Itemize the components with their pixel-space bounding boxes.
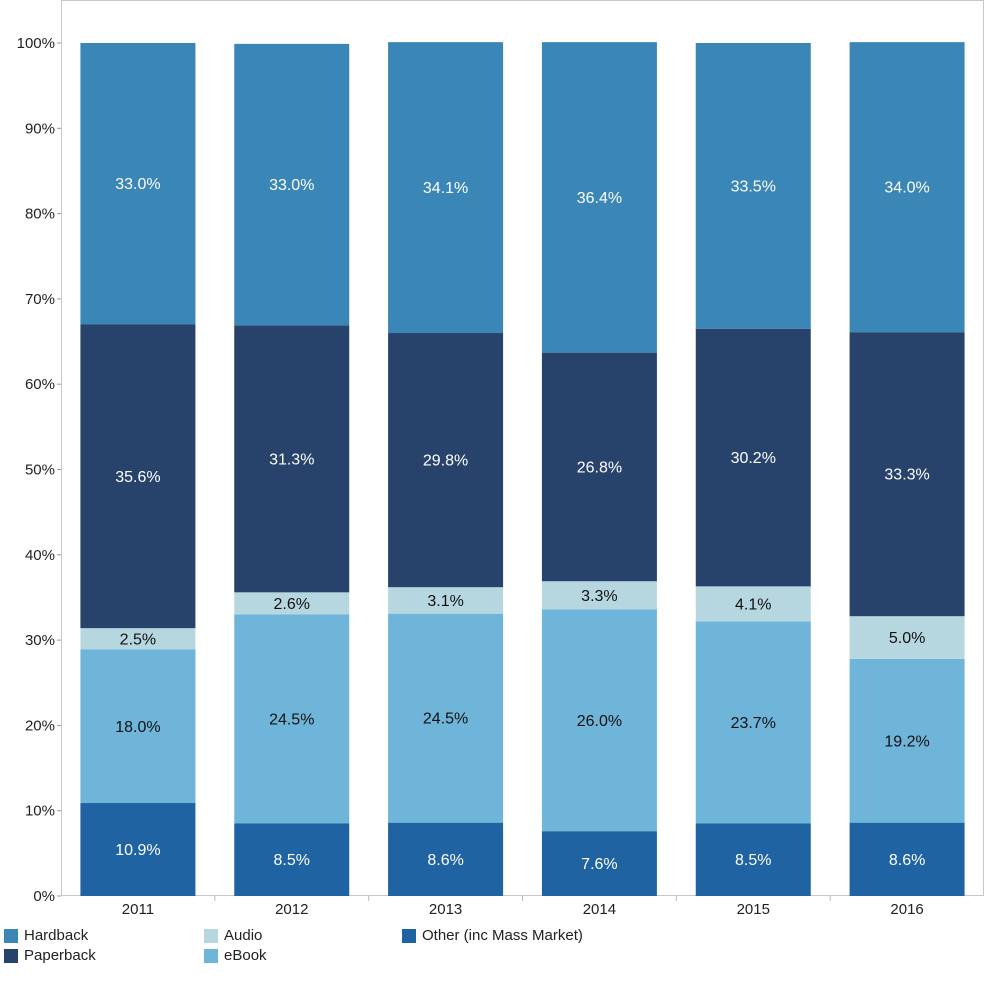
data-label: 18.0%: [115, 719, 160, 736]
bar-segment: [234, 43, 350, 326]
data-label: 24.5%: [269, 712, 314, 729]
bar-segment: [695, 43, 811, 329]
data-label: 33.3%: [884, 467, 929, 484]
data-label: 3.3%: [581, 588, 617, 605]
data-label: 23.7%: [731, 715, 776, 732]
data-label: 5.0%: [889, 630, 925, 647]
legend-item: Audio: [204, 927, 262, 944]
bar-segment: [541, 42, 657, 353]
bar-segment: [80, 43, 196, 325]
bar-segment: [849, 42, 965, 333]
bar-segment: [849, 616, 965, 659]
bar-segment: [541, 609, 657, 832]
legend-item: Other (inc Mass Market): [402, 927, 583, 944]
legend-item: Hardback: [4, 927, 88, 944]
y-tick-label: 30%: [25, 632, 55, 649]
bar-segment: [541, 352, 657, 582]
y-tick-label: 50%: [25, 462, 55, 479]
bar-segment: [80, 628, 196, 650]
data-label: 8.5%: [735, 852, 771, 869]
bar-segment: [80, 324, 196, 629]
y-tick-label: 60%: [25, 376, 55, 393]
data-label: 35.6%: [115, 469, 160, 486]
data-label: 8.6%: [427, 852, 463, 869]
legend-swatch: [204, 948, 218, 963]
data-label: 33.5%: [731, 178, 776, 195]
legend-label: Audio: [224, 927, 263, 944]
bar-segment: [541, 581, 657, 610]
y-tick-label: 10%: [25, 803, 55, 820]
x-tick-label: 2016: [890, 901, 923, 918]
x-tick-label: 2013: [429, 901, 462, 918]
data-label: 34.1%: [423, 180, 468, 197]
bar-segment: [388, 613, 504, 823]
x-tick-label: 2014: [583, 901, 616, 918]
data-label: 2.5%: [120, 631, 156, 648]
data-label: 19.2%: [884, 733, 929, 750]
data-label: 2.6%: [274, 596, 310, 613]
data-label: 8.6%: [889, 852, 925, 869]
legend-swatch: [4, 948, 18, 963]
bar-segment: [234, 823, 350, 896]
y-tick-label: 40%: [25, 547, 55, 564]
legend-item: eBook: [204, 947, 267, 964]
bar-segment: [849, 658, 965, 823]
bar-segment: [234, 325, 350, 593]
legend-label: eBook: [224, 947, 267, 964]
data-label: 33.0%: [115, 176, 160, 193]
data-label: 31.3%: [269, 451, 314, 468]
data-label: 29.8%: [423, 453, 468, 470]
data-label: 33.0%: [269, 177, 314, 194]
bar-segment: [80, 803, 196, 896]
data-label: 3.1%: [427, 593, 463, 610]
data-label: 24.5%: [423, 711, 468, 728]
data-label: 7.6%: [581, 856, 617, 873]
bar-segment: [388, 42, 504, 334]
bar-segment: [849, 822, 965, 896]
y-tick-label: 70%: [25, 291, 55, 308]
bar-segment: [388, 822, 504, 896]
y-tick-label: 80%: [25, 206, 55, 223]
bar-segment: [234, 592, 350, 615]
bar-segment: [695, 823, 811, 896]
x-tick-label: 2011: [122, 901, 154, 918]
data-label: 10.9%: [115, 842, 160, 859]
y-tick-label: 90%: [25, 120, 55, 137]
data-label: 4.1%: [735, 596, 771, 613]
legend-item: Paperback: [4, 947, 96, 964]
bar-segment: [234, 614, 350, 824]
plot-frame: [61, 0, 984, 896]
y-tick-label: 0%: [33, 888, 55, 905]
data-label: 34.0%: [884, 180, 929, 197]
y-tick-label: 20%: [25, 717, 55, 734]
legend-swatch: [402, 928, 416, 943]
legend-label: Other (inc Mass Market): [422, 927, 583, 944]
legend-swatch: [4, 928, 18, 943]
data-label: 8.5%: [274, 852, 310, 869]
legend-label: Paperback: [24, 947, 96, 964]
data-label: 26.0%: [577, 713, 622, 730]
chart-legend: Hardback Paperback Audio eBook Other (inc Ma…: [4, 927, 704, 971]
legend-swatch: [204, 928, 218, 943]
data-label: 26.8%: [577, 459, 622, 476]
data-label: 30.2%: [731, 450, 776, 467]
data-label: 36.4%: [577, 190, 622, 207]
bar-segment: [849, 332, 965, 617]
bar-segment: [695, 586, 811, 622]
bar-segment: [388, 333, 504, 588]
legend-label: Hardback: [24, 927, 89, 944]
bar-segment: [80, 649, 196, 804]
bar-segment: [695, 621, 811, 824]
bar-segment: [388, 587, 504, 614]
x-tick-label: 2015: [737, 901, 770, 918]
x-tick-label: 2012: [275, 901, 308, 918]
bar-segment: [695, 328, 811, 587]
bar-segment: [541, 831, 657, 896]
y-tick-label: 100%: [17, 35, 55, 52]
